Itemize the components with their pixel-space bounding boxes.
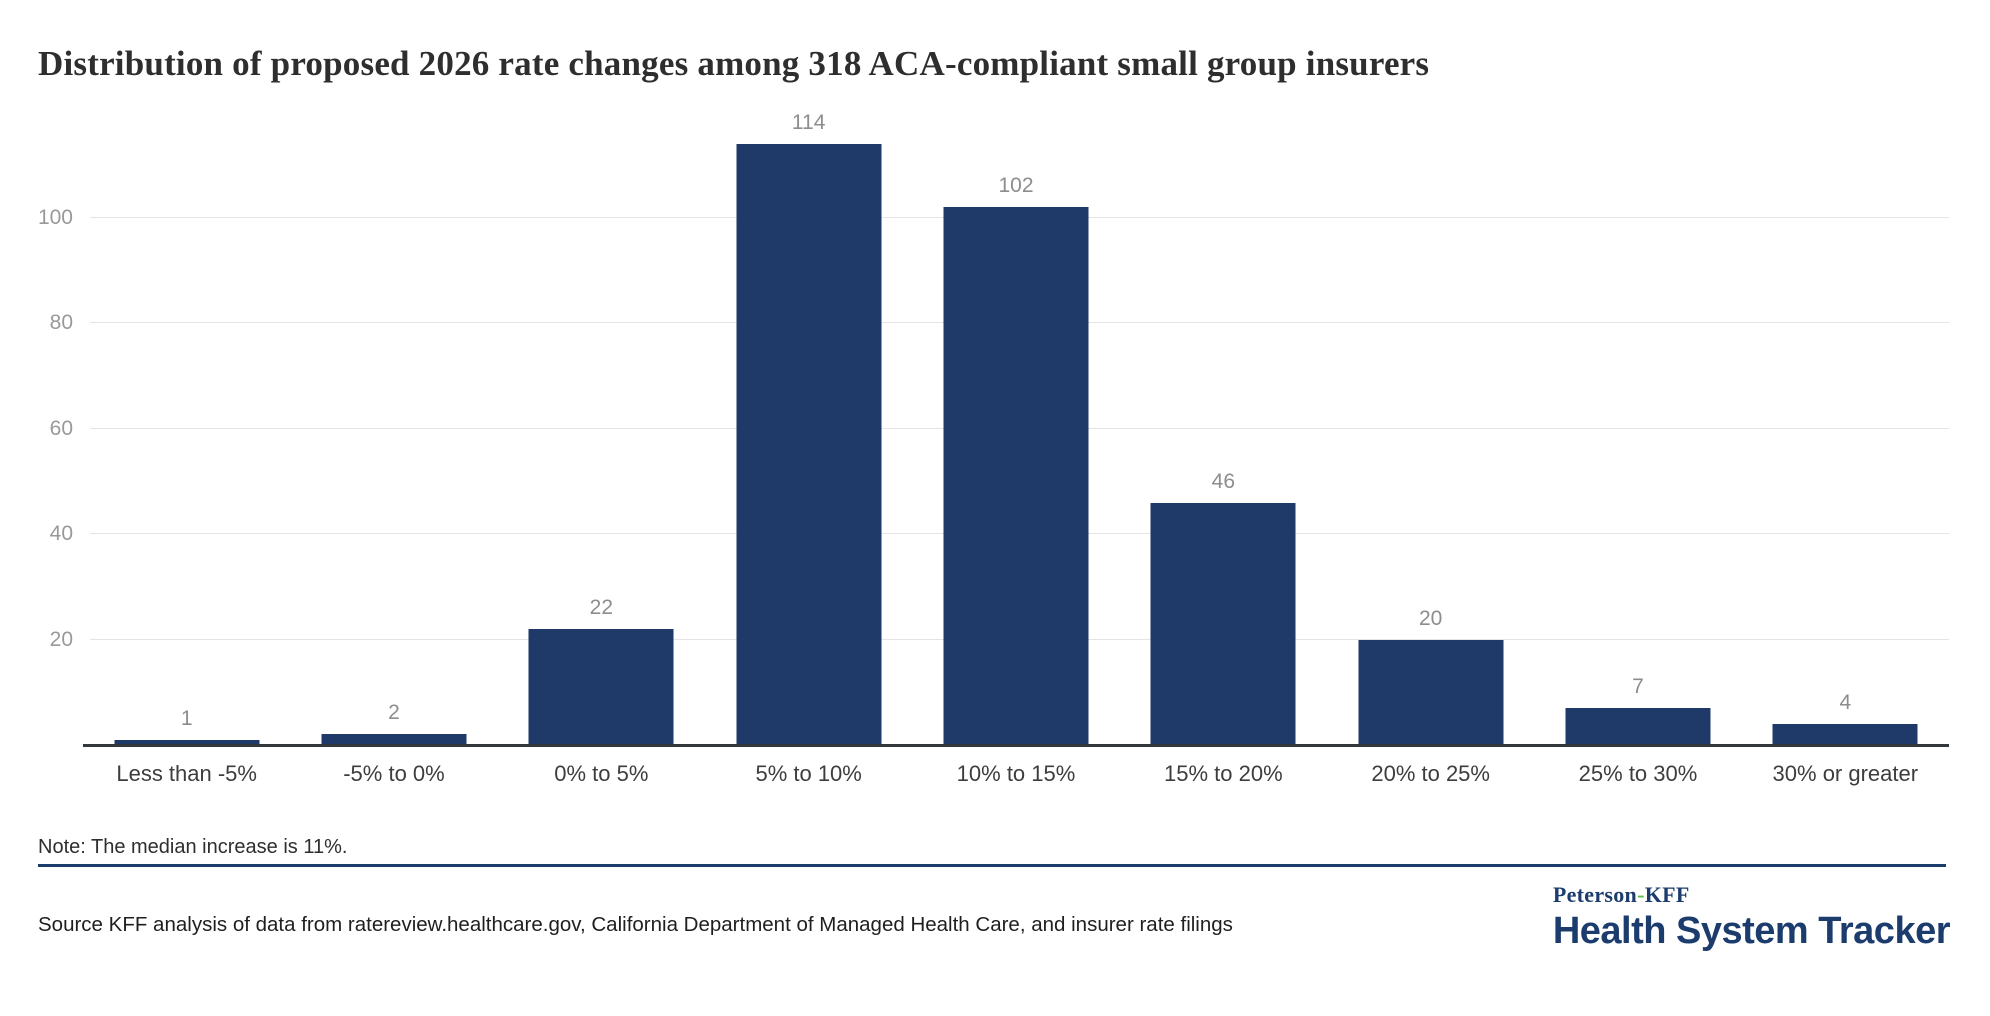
source-text: Source KFF analysis of data from raterev…	[38, 913, 1233, 936]
x-axis-label: 15% to 20%	[1164, 761, 1283, 786]
bar-30% or greater	[1772, 723, 1918, 745]
bar-slot: 46	[1120, 100, 1327, 745]
bar-25% to 30%	[1565, 708, 1711, 745]
bar-slot: 114	[705, 100, 912, 745]
bar-value-label: 102	[998, 174, 1034, 198]
x-axis-label: 20% to 25%	[1371, 761, 1490, 786]
bar-5% to 10%	[736, 144, 882, 745]
bar-slot: 20	[1327, 100, 1534, 745]
logo-peterson-kff: Peterson-KFF	[1553, 882, 1950, 908]
note-text: Note: The median increase is 11%.	[38, 836, 348, 858]
bar--5% to 0%	[321, 734, 467, 745]
chart-title: Distribution of proposed 2026 rate chang…	[38, 44, 1430, 83]
bar-value-label: 7	[1632, 675, 1644, 699]
x-axis-label: Less than -5%	[116, 761, 257, 786]
bar-20% to 25%	[1358, 639, 1504, 745]
bar-slot: 102	[912, 100, 1119, 745]
x-axis-label: 25% to 30%	[1578, 761, 1698, 786]
bar-value-label: 4	[1839, 690, 1852, 714]
bar-15% to 20%	[1150, 502, 1296, 745]
bar-chart-plot-area: 20 40 60 80 100 1 2 22 114 102 46 20 7 4 Less than -…	[38, 100, 1949, 786]
bar-0% to 5%	[528, 629, 674, 745]
y-tick-label: 80	[49, 311, 73, 335]
bar-slot: 4	[1742, 100, 1949, 745]
bar-value-label: 46	[1211, 469, 1235, 493]
logo-health-system-tracker: Health System Tracker	[1552, 910, 1951, 952]
bar-Less than -5%	[114, 739, 260, 745]
logo-green-hyphen: -	[1637, 882, 1645, 907]
bar-10% to 15%	[943, 207, 1089, 745]
bar-value-label: 20	[1418, 606, 1443, 630]
peterson-kff-health-system-tracker-logo: Peterson-KFF Health System Tracker	[1552, 882, 1951, 953]
bar-slot: 7	[1534, 100, 1741, 745]
bar-value-label: 22	[589, 596, 613, 620]
x-axis-label: -5% to 0%	[343, 761, 445, 786]
bar-slot: 22	[498, 100, 705, 745]
x-axis-label: 30% or greater	[1772, 761, 1919, 786]
y-tick-label: 60	[49, 416, 73, 440]
bar-slot: 2	[290, 100, 497, 745]
x-axis-line	[83, 744, 1949, 747]
bar-value-label: 2	[388, 701, 400, 725]
divider-rule	[38, 864, 1946, 867]
logo-kff-text: KFF	[1644, 882, 1690, 907]
y-tick-label: 20	[49, 627, 73, 651]
x-axis-label: 0% to 5%	[554, 761, 649, 786]
y-tick-label: 100	[37, 206, 73, 229]
x-axis-label: 5% to 10%	[755, 761, 862, 786]
logo-peterson-text: Peterson	[1552, 882, 1638, 907]
bar-value-label: 114	[791, 111, 826, 135]
y-tick-label: 40	[49, 522, 73, 546]
bar-slot: 1	[83, 100, 290, 745]
bar-value-label: 1	[180, 706, 193, 730]
x-axis-label: 10% to 15%	[956, 761, 1076, 786]
